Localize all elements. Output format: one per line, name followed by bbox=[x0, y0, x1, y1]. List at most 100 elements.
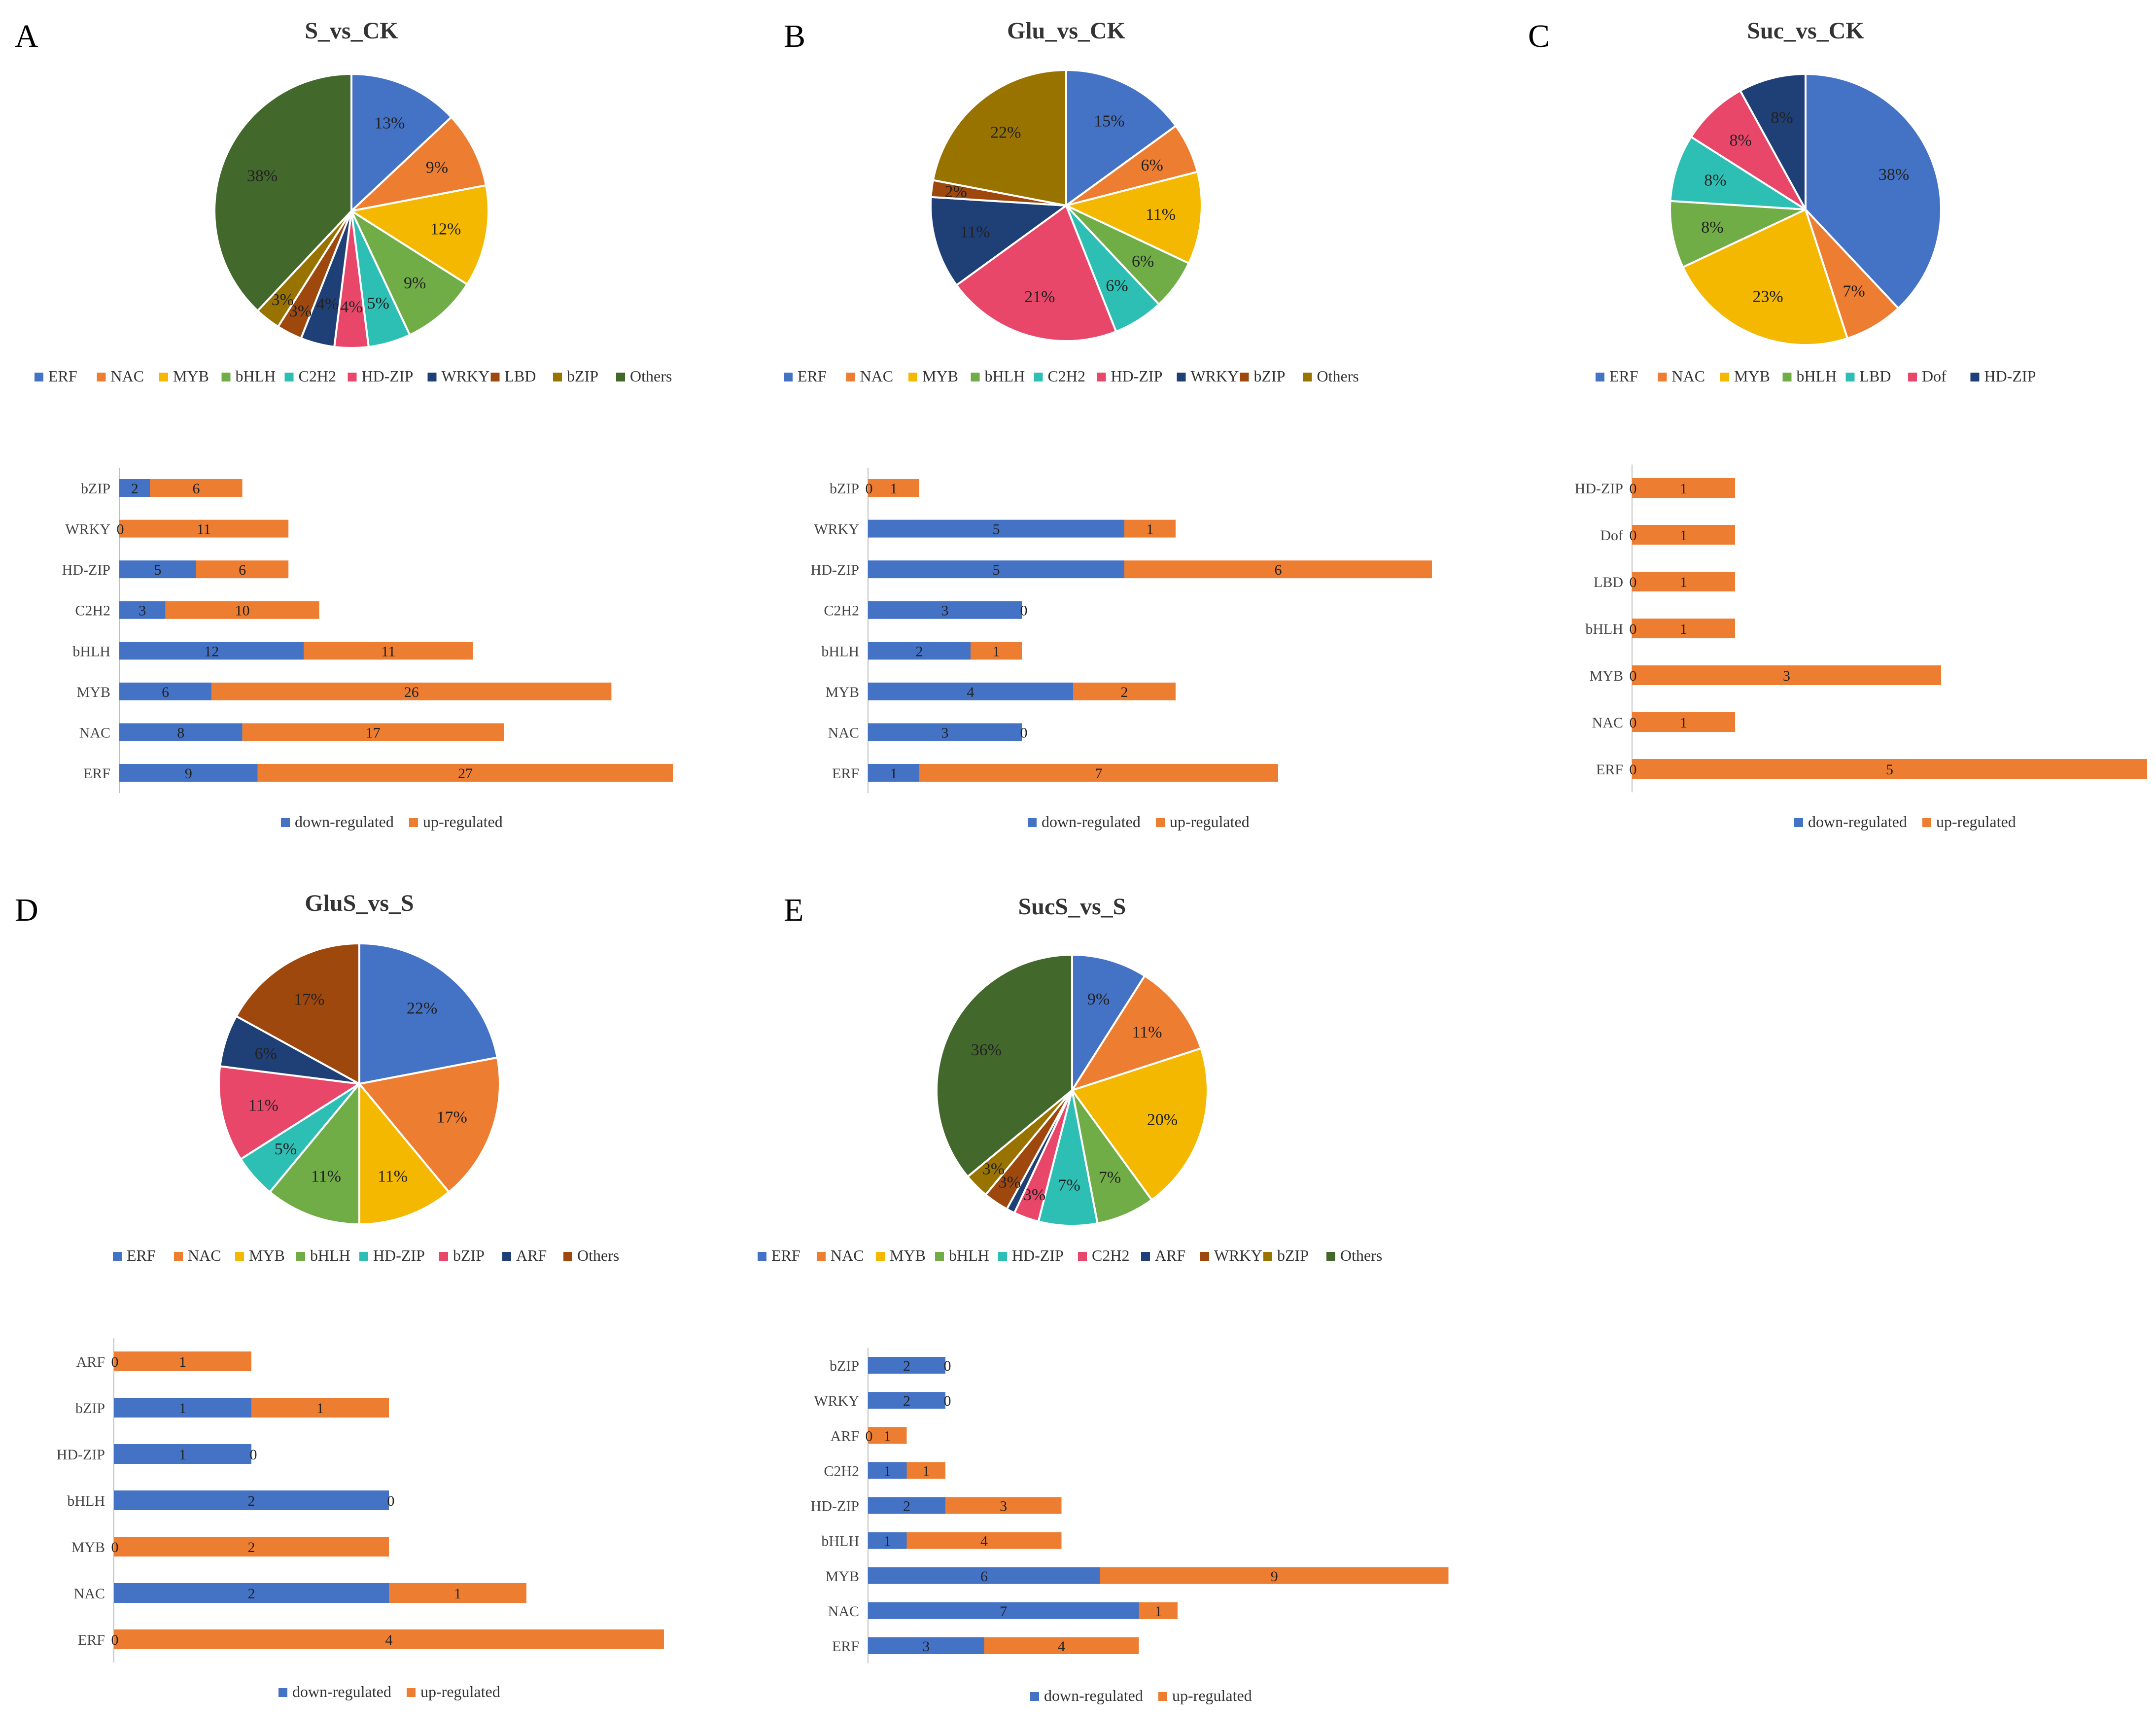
legend-swatch-wrky bbox=[427, 373, 437, 381]
data-label-up-hd-zip: 6 bbox=[1275, 562, 1282, 578]
tick-label-myb: MYB bbox=[71, 1539, 105, 1556]
pie-slice-myb bbox=[1070, 1047, 1209, 1202]
pie-data-label-bhlh: 7% bbox=[1099, 1169, 1121, 1187]
pie-slice-erf bbox=[1071, 953, 1147, 1094]
pie-data-label-myb: 20% bbox=[1147, 1111, 1178, 1129]
pie-data-label-wrky: 3% bbox=[999, 1174, 1021, 1192]
bar-down-bhlh bbox=[119, 642, 304, 660]
data-label-up-wrky: 1 bbox=[1147, 521, 1154, 538]
legend-label-nac: NAC bbox=[188, 1246, 221, 1264]
legend-label-erf: ERF bbox=[1609, 367, 1638, 385]
pie-slice-bzip bbox=[218, 1065, 362, 1161]
legend-swatch-up-regulated bbox=[1922, 818, 1931, 827]
legend-swatch-down-regulated bbox=[281, 818, 290, 827]
data-label-down-myb: 4 bbox=[967, 684, 974, 700]
legend-swatch-nac bbox=[174, 1252, 183, 1261]
legend-swatch-erf bbox=[1596, 373, 1604, 381]
pie-slice-erf bbox=[1065, 69, 1178, 208]
data-label-up-lbd: 1 bbox=[1680, 574, 1687, 590]
pie-slice-others bbox=[932, 69, 1067, 207]
bar-up-wrky bbox=[119, 519, 289, 538]
bar-up-nac bbox=[1139, 1602, 1178, 1619]
bar-down-bhlh bbox=[868, 1532, 907, 1549]
pie-slice-wrky bbox=[930, 196, 1069, 287]
pie-slice-bhlh bbox=[268, 1081, 360, 1226]
data-label-down-c2h2: 1 bbox=[884, 1463, 891, 1479]
data-label-down-hd-zip: 0 bbox=[1630, 481, 1637, 497]
legend-swatch-nac bbox=[1658, 373, 1667, 381]
tick-label-c2h2: C2H2 bbox=[824, 603, 859, 619]
data-label-up-wrky: 11 bbox=[197, 521, 211, 538]
data-label-down-bzip: 2 bbox=[903, 1358, 910, 1374]
data-label-down-lbd: 0 bbox=[1630, 574, 1637, 590]
tick-label-arf: ARF bbox=[76, 1354, 105, 1370]
legend-swatch-myb bbox=[908, 373, 917, 381]
bar-up-lbd bbox=[1632, 572, 1735, 591]
legend-label-bzip: bZIP bbox=[453, 1246, 485, 1264]
bar-down-nac bbox=[114, 1583, 389, 1603]
legend-label-wrky: WRKY bbox=[1191, 367, 1239, 385]
bar-up-erf bbox=[919, 764, 1278, 782]
pie-slice-others bbox=[213, 72, 352, 312]
bar-up-erf bbox=[257, 764, 673, 782]
data-label-down-hd-zip: 5 bbox=[154, 562, 162, 578]
data-label-down-bzip: 0 bbox=[866, 481, 873, 497]
data-label-down-wrky: 2 bbox=[903, 1393, 910, 1409]
pie-data-label-nac: 6% bbox=[1141, 156, 1163, 174]
legend-swatch-myb bbox=[235, 1252, 244, 1261]
chart-title: GluS_vs_S bbox=[305, 890, 414, 916]
legend-swatch-hd-zip bbox=[1097, 373, 1106, 381]
legend-label-hd-zip: HD-ZIP bbox=[373, 1246, 425, 1264]
legend-swatch-others bbox=[616, 373, 625, 381]
pie-slice-nac bbox=[348, 115, 487, 213]
bar-up-nac bbox=[389, 1583, 526, 1603]
tick-label-dof: Dof bbox=[1600, 527, 1623, 544]
tick-label-myb: MYB bbox=[826, 684, 859, 700]
legend-label-up-regulated: up-regulated bbox=[1172, 1687, 1252, 1704]
pie-slice-erf bbox=[1805, 72, 1942, 310]
pie-data-label-myb: 11% bbox=[1146, 206, 1176, 224]
bar-up-myb bbox=[211, 682, 612, 700]
data-label-down-bhlh: 12 bbox=[204, 643, 219, 659]
legend-label-bhlh: bHLH bbox=[1797, 367, 1837, 385]
pie-data-label-bzip: 11% bbox=[248, 1097, 278, 1115]
legend-label-up-regulated: up-regulated bbox=[1170, 813, 1250, 830]
data-label-up-nac: 17 bbox=[366, 725, 381, 741]
tick-label-bhlh: bHLH bbox=[821, 643, 859, 659]
legend-label-bhlh: bHLH bbox=[310, 1246, 350, 1264]
pie-data-label-bhlh: 11% bbox=[311, 1168, 341, 1186]
pie-data-label-others: 36% bbox=[971, 1041, 1002, 1059]
pie-data-label-nac: 9% bbox=[426, 159, 448, 177]
pie-data-label-erf: 15% bbox=[1094, 112, 1124, 131]
legend-swatch-erf bbox=[784, 373, 793, 381]
legend-label-down-regulated: down-regulated bbox=[1044, 1687, 1143, 1704]
legend-swatch-c2h2 bbox=[1034, 373, 1043, 381]
panel-letter-c: C bbox=[1528, 18, 1550, 54]
data-label-up-arf: 1 bbox=[179, 1354, 186, 1370]
data-label-up-hd-zip: 1 bbox=[1680, 481, 1687, 497]
pie-data-label-c2h2: 5% bbox=[367, 294, 389, 312]
bar-up-arf bbox=[868, 1427, 907, 1444]
legend-swatch-up-regulated bbox=[407, 1688, 416, 1697]
tick-label-nac: NAC bbox=[1592, 715, 1623, 731]
data-label-up-bhlh: 1 bbox=[993, 643, 1000, 659]
tick-label-erf: ERF bbox=[832, 765, 859, 782]
data-label-down-bhlh: 2 bbox=[916, 643, 923, 659]
legend-label-nac: NAC bbox=[111, 367, 144, 385]
legend-label-others: Others bbox=[630, 367, 672, 385]
data-label-down-arf: 0 bbox=[866, 1428, 873, 1444]
data-label-down-erf: 0 bbox=[1630, 761, 1637, 778]
tick-label-bzip: bZIP bbox=[75, 1400, 105, 1417]
data-label-up-erf: 5 bbox=[1886, 761, 1893, 778]
data-label-down-wrky: 5 bbox=[993, 521, 1000, 538]
data-label-up-hd-zip: 6 bbox=[239, 562, 246, 578]
legend-swatch-bhlh bbox=[1782, 373, 1792, 381]
data-label-down-erf: 9 bbox=[185, 765, 192, 782]
data-label-down-myb: 6 bbox=[980, 1568, 988, 1585]
tick-label-myb: MYB bbox=[826, 1568, 859, 1585]
data-label-up-myb: 26 bbox=[404, 684, 419, 700]
pie-slice-others bbox=[936, 953, 1073, 1178]
tick-label-bhlh: bHLH bbox=[72, 643, 110, 659]
bar-down-bzip bbox=[868, 1357, 945, 1374]
